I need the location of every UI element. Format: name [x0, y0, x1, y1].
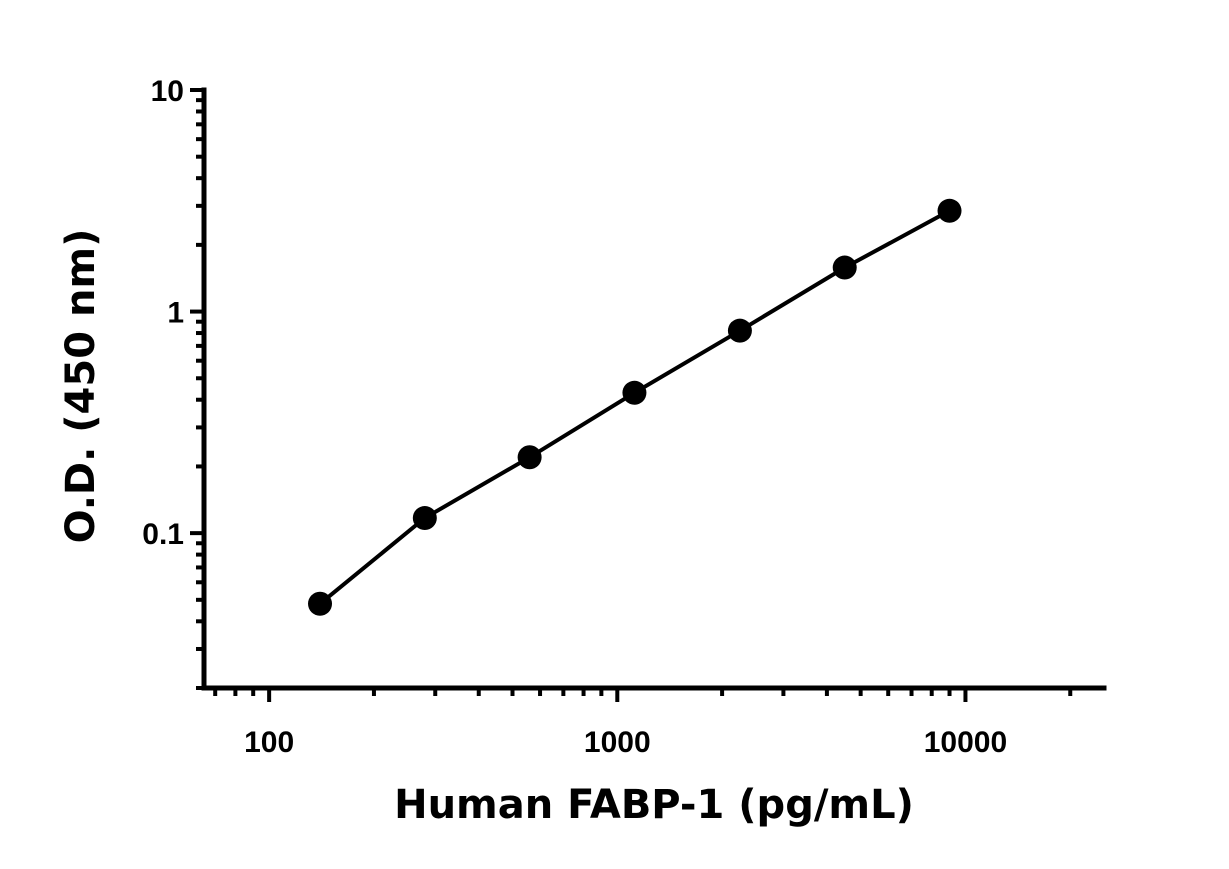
- tick-labels-layer: 0.1 1 10 100 1000 10000: [142, 75, 1007, 759]
- x-axis-title: Human FABP-1 (pg/mL): [394, 782, 914, 828]
- data-point: [622, 380, 647, 405]
- data-point: [308, 591, 333, 616]
- data-point: [727, 318, 752, 343]
- data-point: [517, 445, 542, 470]
- x-tick-label: 1000: [584, 726, 651, 759]
- y-tick-label: 0.1: [142, 518, 184, 551]
- y-tick-label: 10: [151, 75, 184, 108]
- y-tick-label: 1: [167, 297, 184, 330]
- data-point: [412, 506, 437, 531]
- data-point: [832, 255, 857, 280]
- data-point: [937, 198, 962, 223]
- x-tick-label: 10000: [924, 726, 1007, 759]
- points-layer: [308, 198, 962, 616]
- x-tick-label: 100: [244, 726, 294, 759]
- y-axis-title: O.D. (450 nm): [58, 229, 104, 544]
